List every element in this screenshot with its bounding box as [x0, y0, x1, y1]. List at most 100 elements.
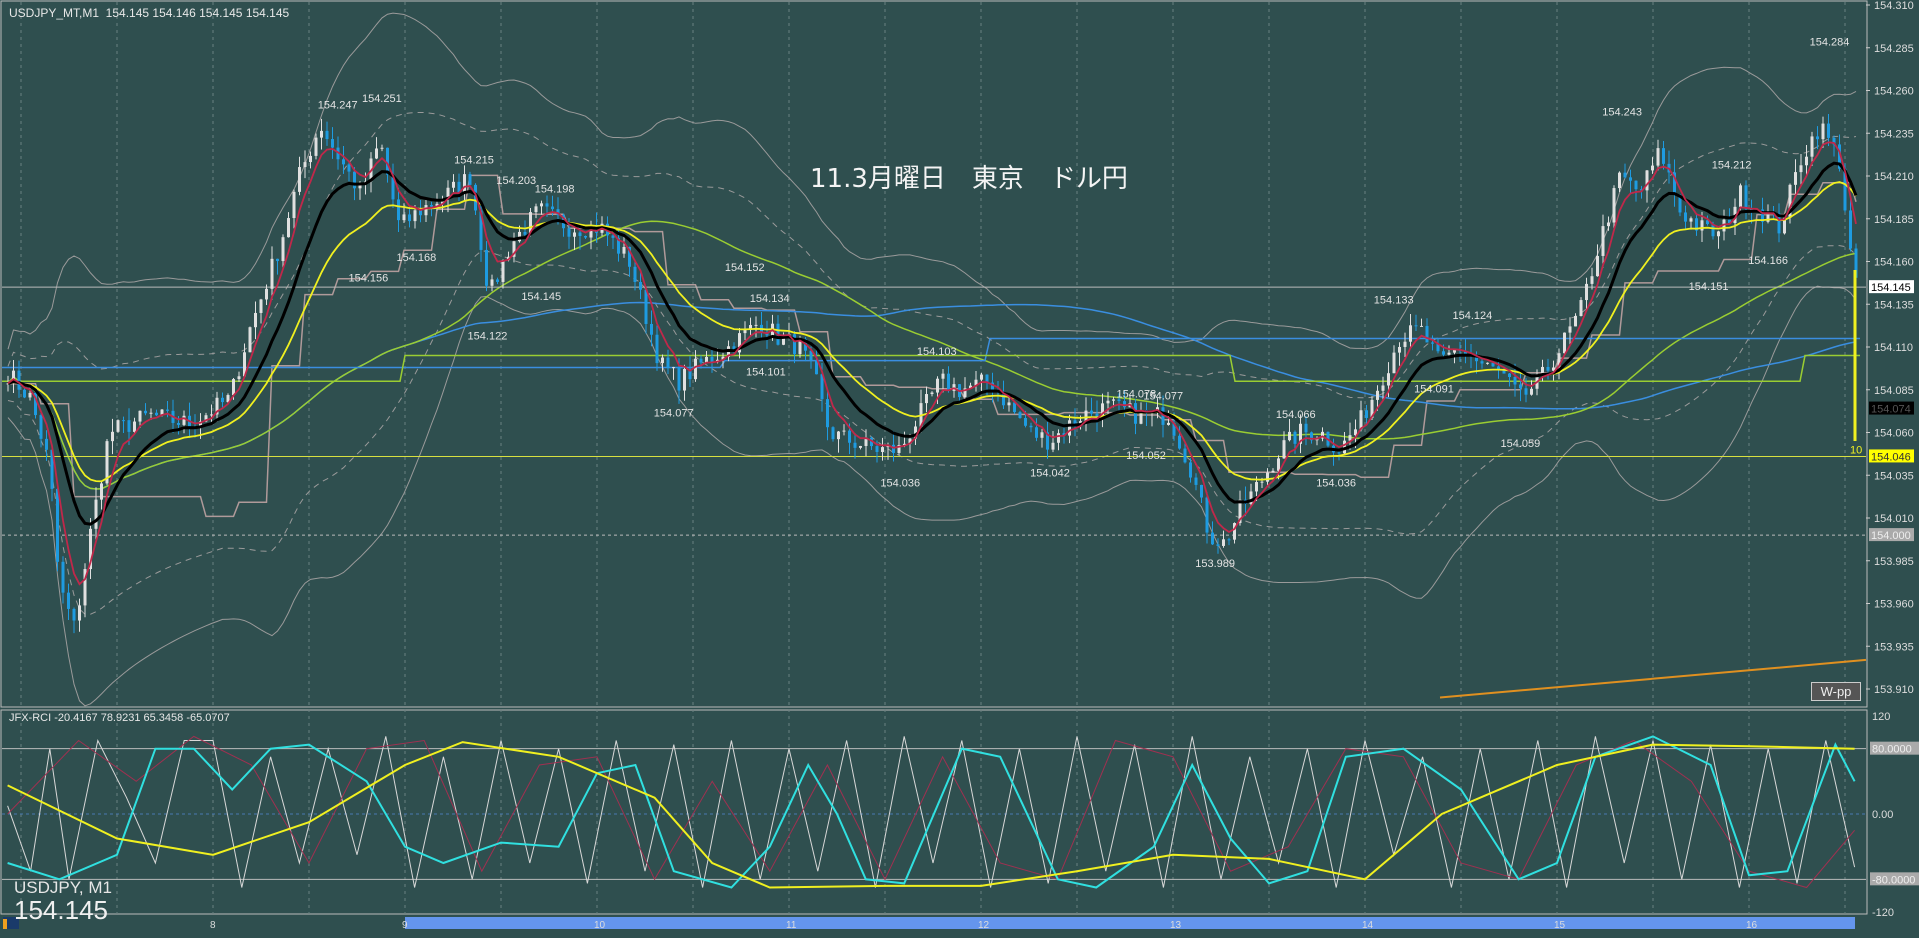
x-tick-label: 15	[1554, 920, 1566, 931]
candle-body	[1101, 403, 1104, 420]
candle-body	[1029, 425, 1033, 428]
candle-body	[523, 231, 527, 235]
candle-body	[1277, 458, 1280, 471]
candle-body	[144, 410, 147, 414]
candle-body	[1832, 137, 1836, 145]
candle-body	[903, 443, 906, 445]
price-annotation: 154.152	[725, 262, 765, 274]
candle-body	[248, 327, 252, 353]
w-pp-button[interactable]: W-pp	[1811, 682, 1861, 701]
candle-body	[1079, 421, 1082, 425]
candle-body	[237, 376, 241, 380]
candle-body	[540, 203, 543, 207]
candle-body	[397, 199, 400, 221]
price-annotation: 154.284	[1810, 36, 1850, 48]
candle-body	[1656, 148, 1660, 166]
candle-body	[1189, 462, 1192, 478]
candle-body	[798, 338, 802, 355]
candle-body	[1282, 440, 1286, 459]
candle-body	[243, 352, 246, 377]
rci-tick-label: 120	[1872, 711, 1890, 723]
candle-body	[947, 373, 950, 391]
candle-body	[287, 218, 290, 238]
candle-body	[1040, 432, 1044, 438]
price-annotation: 154.212	[1712, 160, 1752, 172]
candle-body	[309, 155, 312, 163]
candle-body	[655, 334, 659, 364]
candle-body	[985, 374, 989, 383]
price-annotation: 154.151	[1689, 281, 1729, 293]
candle-body	[1761, 209, 1764, 222]
candle-body	[853, 442, 857, 448]
rci-header: JFX-RCI -20.4167 78.9231 65.3458 -65.070…	[9, 712, 230, 724]
y-tick-label: 154.060	[1874, 428, 1914, 440]
rci-tick-label: 0.00	[1872, 809, 1893, 821]
candle-body	[490, 279, 494, 286]
candle-body	[1200, 484, 1203, 498]
candle-body	[83, 569, 87, 606]
price-annotation: 154.078	[1117, 389, 1157, 401]
candle-body	[1706, 220, 1709, 225]
candle-body	[1447, 352, 1451, 355]
pivot-line	[2, 337, 1860, 369]
candle-body	[721, 356, 725, 360]
y-tick-label: 154.210	[1874, 171, 1914, 183]
candle-body	[463, 174, 466, 194]
candle-body	[402, 214, 406, 221]
candle-body	[1062, 433, 1066, 436]
candle-body	[1513, 377, 1517, 385]
candle-body	[793, 334, 796, 355]
candle-body	[694, 358, 697, 380]
candle-body	[936, 378, 939, 393]
candle-body	[820, 374, 824, 400]
candle-body	[1557, 353, 1561, 368]
candle-body	[826, 399, 829, 428]
candle-body	[859, 445, 862, 448]
candle-body	[1799, 165, 1803, 173]
y-tick-label: 154.285	[1874, 43, 1914, 55]
candle-body	[925, 394, 928, 404]
candle-body	[199, 421, 202, 428]
candle-body	[72, 608, 76, 621]
bollinger-lower-inner	[7, 245, 1857, 615]
candle-body	[1288, 431, 1291, 441]
candle-body	[551, 206, 554, 210]
candle-body	[1222, 539, 1225, 546]
price-annotation: 153.989	[1195, 558, 1235, 570]
candle-body	[1744, 185, 1748, 209]
candle-body	[452, 181, 455, 188]
candle-body	[1425, 325, 1429, 343]
candle-body	[28, 392, 32, 398]
candle-body	[133, 421, 136, 432]
candle-body	[1051, 442, 1055, 450]
candle-body	[1304, 423, 1308, 433]
scrollbar-thumb[interactable]	[405, 917, 1855, 929]
candle-body	[100, 483, 103, 500]
bollinger-lower-outer	[7, 285, 1857, 707]
candle-body	[809, 350, 813, 361]
candle-body	[1480, 361, 1484, 364]
x-tick-label: 14	[1362, 920, 1374, 931]
candle-body	[749, 325, 752, 330]
ma-75-line	[7, 220, 1857, 490]
candle-body	[661, 357, 664, 364]
price-annotation: 154.166	[1748, 255, 1788, 267]
rci-level-label-bg	[1870, 741, 1919, 755]
price-annotation: 154.036	[1316, 478, 1356, 490]
candle-body	[259, 299, 263, 313]
candle-body	[314, 137, 318, 156]
candle-body	[831, 427, 835, 440]
y-tick-label: 154.310	[1874, 0, 1914, 12]
candle-body	[1722, 219, 1726, 232]
candle-body	[705, 356, 708, 363]
candle-body	[1365, 410, 1368, 418]
candle-body	[303, 162, 307, 168]
candle-body	[930, 392, 934, 395]
price-annotation: 154.077	[654, 407, 694, 419]
price-label-text: 154.046	[1871, 451, 1911, 463]
candle-body	[386, 147, 389, 175]
candle-body	[1403, 341, 1407, 347]
candle-body	[534, 206, 538, 213]
